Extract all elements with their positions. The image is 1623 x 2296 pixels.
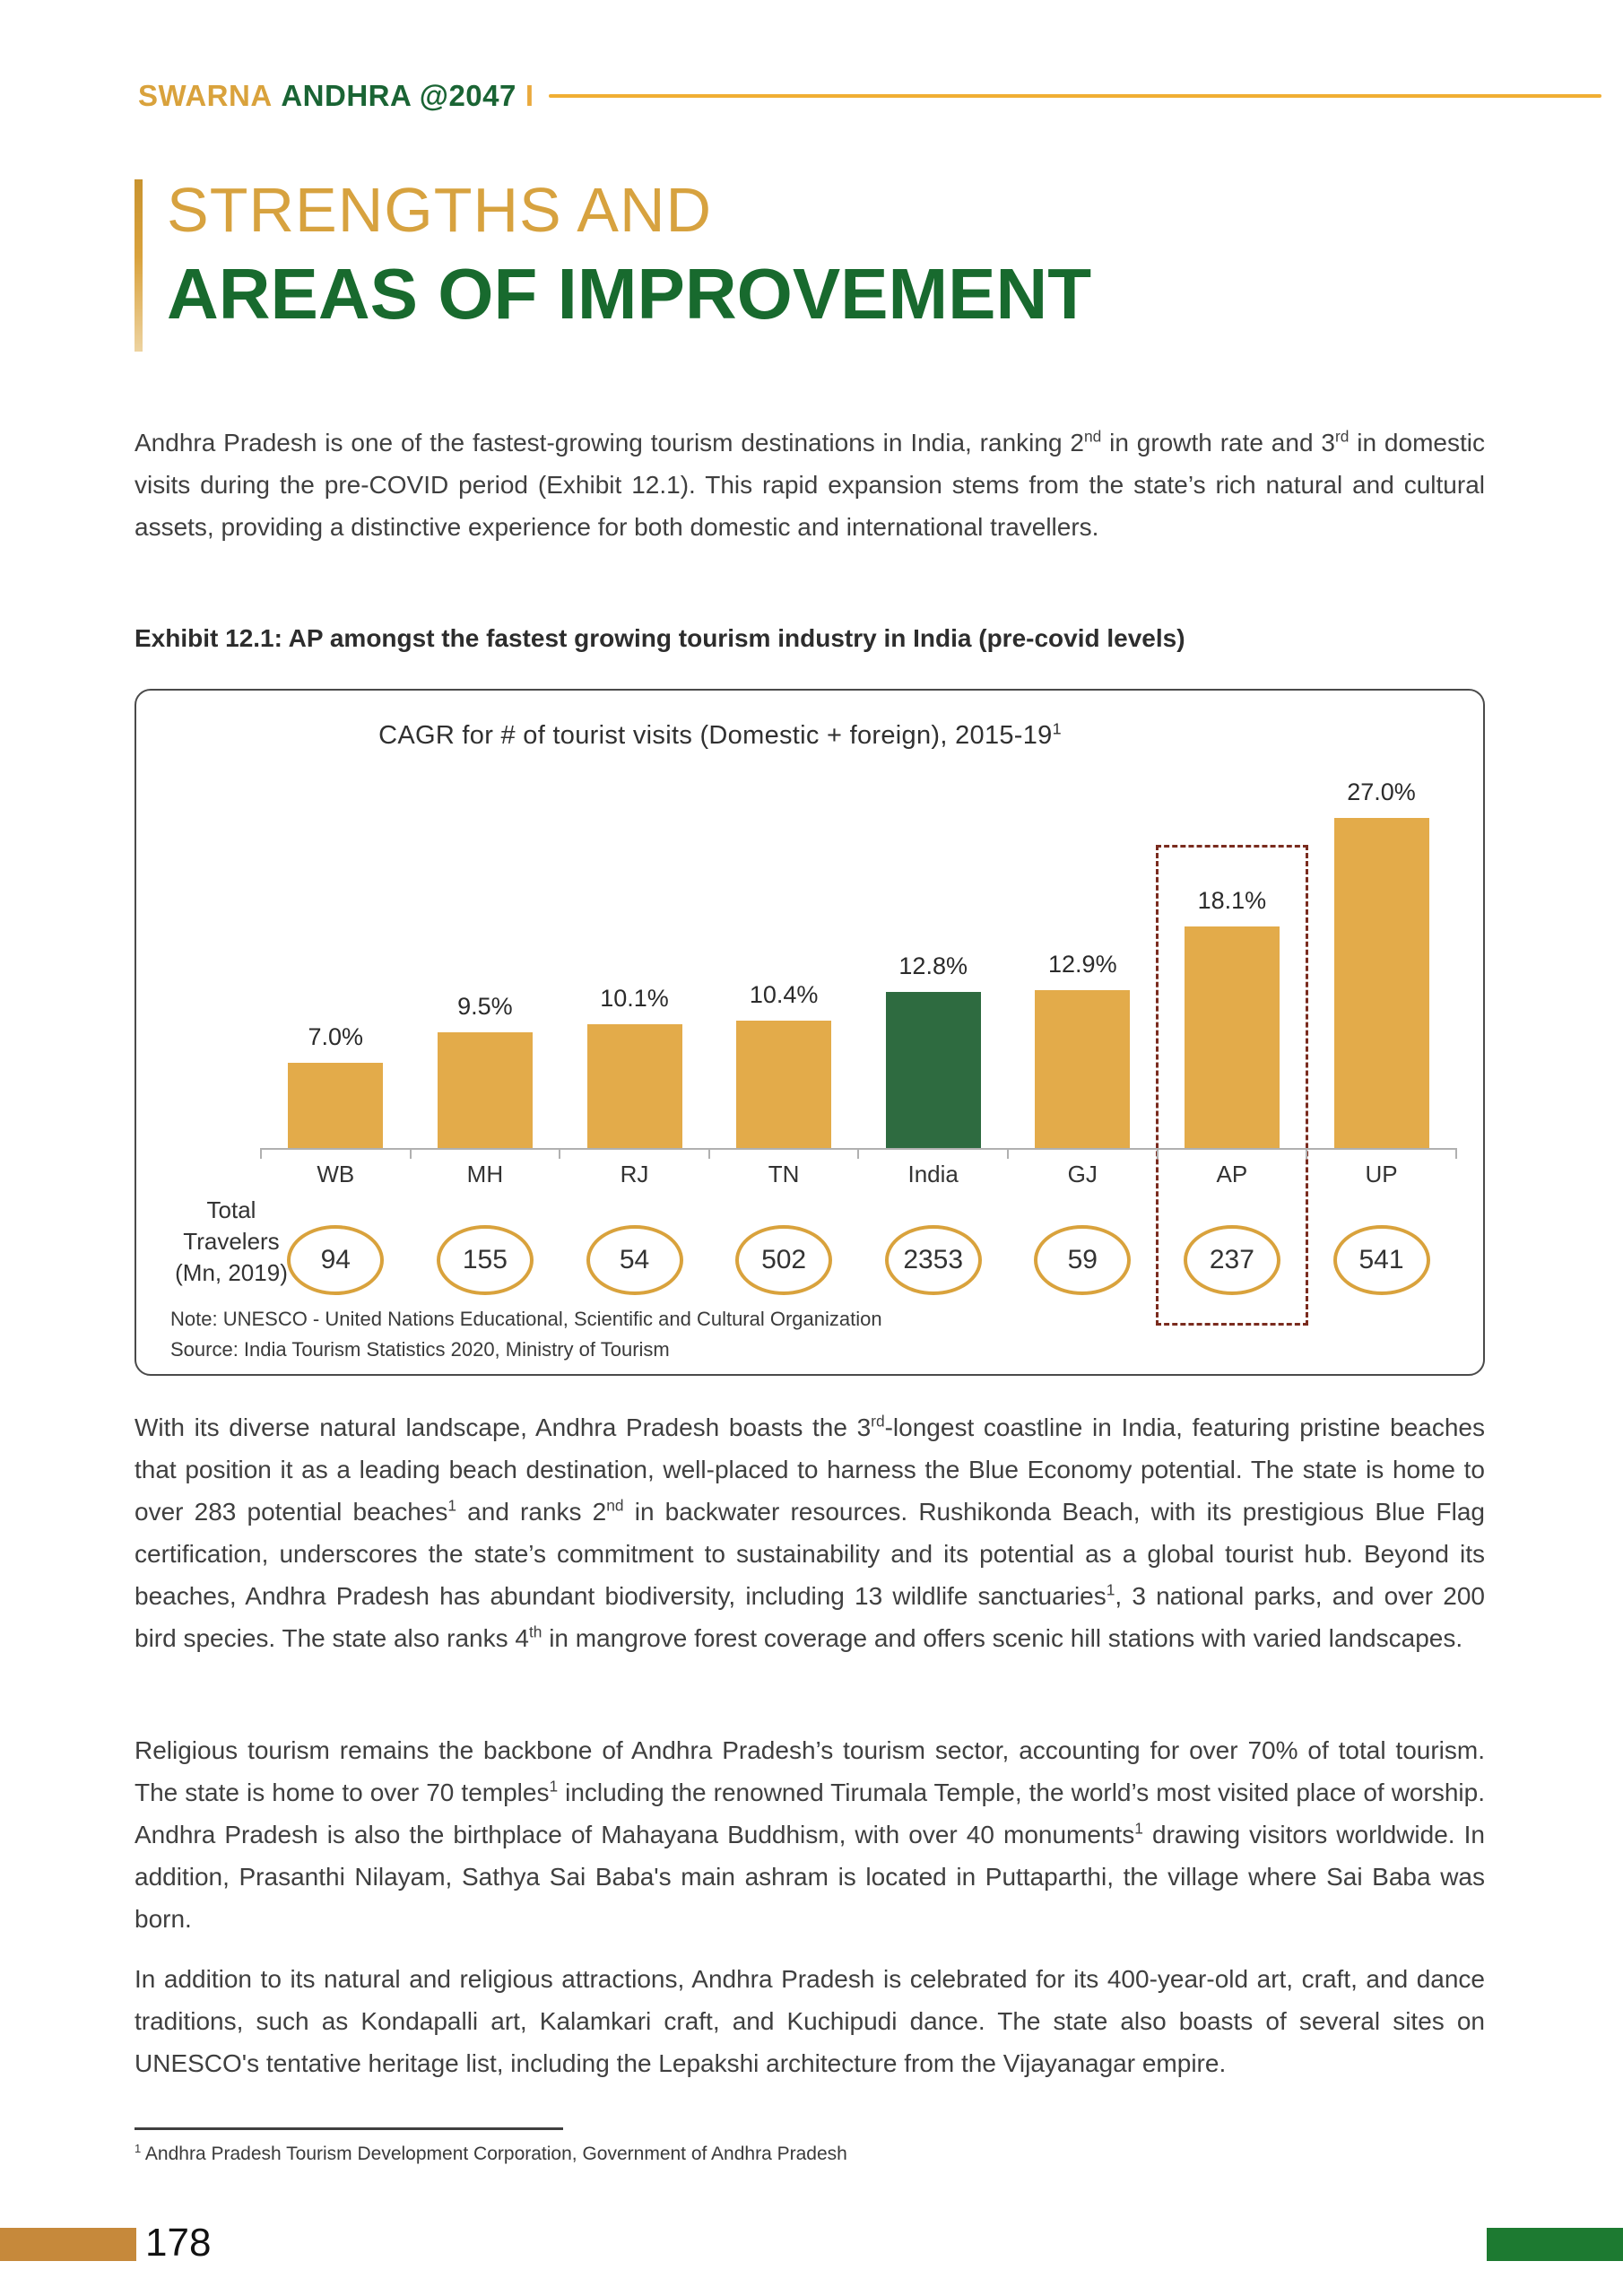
category-label-UP: UP — [1365, 1161, 1398, 1187]
travelers-oval-UP: 541 — [1332, 1225, 1430, 1295]
bar-MH — [437, 1032, 533, 1148]
chart-title: CAGR for # of tourist visits (Domestic +… — [378, 719, 1062, 750]
bar-value-India: 12.8% — [898, 952, 968, 979]
category-label-GJ: GJ — [1067, 1161, 1098, 1187]
category-label-AP: AP — [1216, 1161, 1248, 1187]
bar-WB — [288, 1063, 384, 1148]
category-label-RJ: RJ — [620, 1161, 649, 1187]
chart-plot: 7.0% WB 94 9.5% MH 155 10.1% RJ 54 10.4% TN 502 12.8… — [136, 691, 1483, 1374]
footnote-divider — [135, 2127, 563, 2130]
travelers-oval-GJ: 59 — [1034, 1225, 1132, 1295]
bar-TN — [736, 1021, 832, 1148]
footer-left-gold-bar — [0, 2228, 136, 2261]
bar-value-UP: 27.0% — [1347, 778, 1416, 805]
paragraph-intro: Andhra Pradesh is one of the fastest-gro… — [135, 427, 1485, 541]
x-axis-tick — [1454, 1148, 1457, 1159]
travelers-oval-MH: 155 — [436, 1225, 534, 1295]
bar-UP — [1333, 818, 1429, 1148]
x-axis-tick — [1306, 1148, 1308, 1159]
brand-green: ANDHRA @2047 — [281, 79, 516, 112]
bar-RJ — [586, 1024, 682, 1148]
category-label-TN: TN — [768, 1161, 800, 1187]
x-axis-tick — [1007, 1148, 1009, 1159]
chart-source-line: Source: India Tourism Statistics 2020, M… — [170, 1338, 670, 1361]
footer-right-green-bar — [1487, 2228, 1623, 2261]
bar-value-MH: 9.5% — [457, 993, 513, 1020]
header-rule-line — [548, 94, 1601, 98]
total-travelers-row-label: Total Travelers (Mn, 2019) — [175, 1196, 288, 1286]
travelers-oval-WB: 94 — [287, 1225, 385, 1295]
category-label-WB: WB — [317, 1161, 355, 1187]
chart-title-footnote-marker: 1 — [1052, 719, 1062, 738]
ap-highlight-box — [1155, 845, 1308, 1326]
bar-value-GJ: 12.9% — [1048, 951, 1117, 978]
category-label-MH: MH — [466, 1161, 504, 1187]
travelers-oval-RJ: 54 — [586, 1225, 683, 1295]
bar-India — [885, 992, 981, 1148]
brand-gold: SWARNA — [138, 79, 273, 112]
brand-text: SWARNA ANDHRA @2047 I — [138, 79, 534, 113]
chart-notes: Note: UNESCO - United Nations Educationa… — [170, 1304, 882, 1365]
chart-note-line: Note: UNESCO - United Nations Educationa… — [170, 1308, 882, 1330]
brand-separator: I — [525, 79, 534, 112]
title-accent-bar — [135, 179, 143, 352]
bar-value-TN: 10.4% — [749, 981, 819, 1008]
x-axis-tick — [707, 1148, 710, 1159]
travelers-oval-AP: 237 — [1183, 1225, 1280, 1295]
paragraph-religious-tourism: Religious tourism remains the backbone o… — [135, 1736, 1485, 1933]
bar-GJ — [1035, 990, 1131, 1148]
x-axis-tick — [260, 1148, 262, 1159]
x-axis-tick — [857, 1148, 860, 1159]
paragraph-art-craft: In addition to its natural and religious… — [135, 1965, 1485, 2077]
travelers-oval-TN: 502 — [735, 1225, 833, 1295]
exhibit-chart-card: CAGR for # of tourist visits (Domestic +… — [135, 689, 1485, 1376]
page-title-line2: AREAS OF IMPROVEMENT — [167, 254, 1092, 334]
page-number: 178 — [145, 2221, 212, 2265]
page-title-line1: STRENGTHS AND — [167, 175, 713, 245]
bar-value-RJ: 10.1% — [600, 985, 669, 1012]
x-axis-tick — [1156, 1148, 1159, 1159]
bar-value-WB: 7.0% — [308, 1023, 364, 1050]
x-axis-tick — [409, 1148, 412, 1159]
travelers-oval-India: 2353 — [884, 1225, 982, 1295]
footnote-text: 1 Andhra Pradesh Tourism Development Cor… — [135, 2142, 847, 2164]
bar-AP — [1184, 926, 1280, 1148]
exhibit-heading: Exhibit 12.1: AP amongst the fastest gro… — [135, 624, 1185, 652]
paragraph-natural-landscape: With its diverse natural landscape, Andh… — [135, 1412, 1485, 1652]
category-label-India: India — [907, 1161, 959, 1187]
bar-value-AP: 18.1% — [1197, 887, 1267, 914]
x-axis-tick — [559, 1148, 561, 1159]
page-header: SWARNA ANDHRA @2047 I — [138, 77, 1601, 115]
